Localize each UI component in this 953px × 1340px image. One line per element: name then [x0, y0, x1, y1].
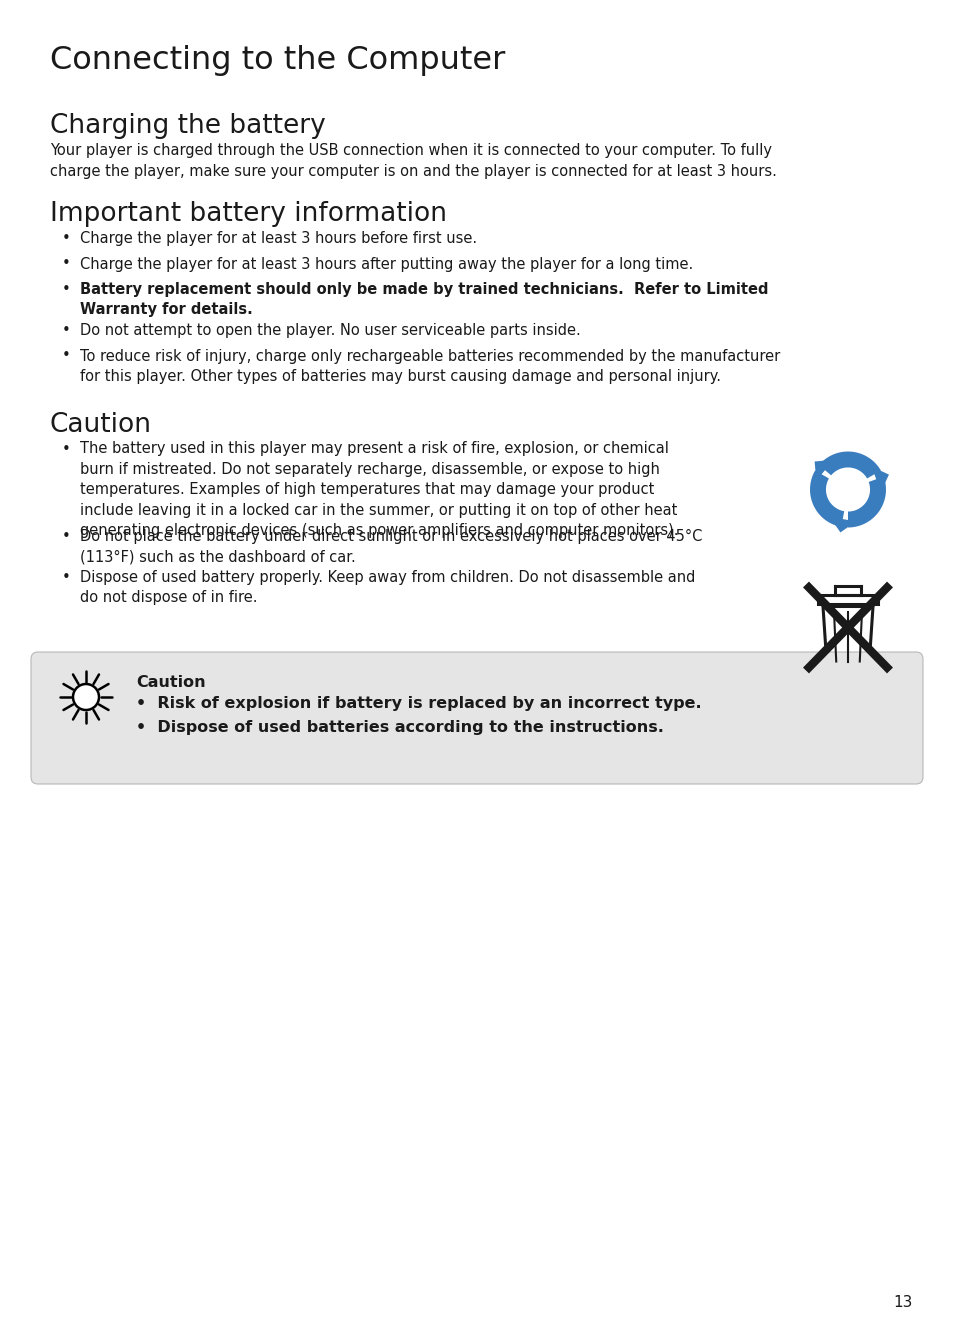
Text: •: •	[62, 323, 71, 338]
Text: Charge the player for at least 3 hours after putting away the player for a long : Charge the player for at least 3 hours a…	[80, 256, 693, 272]
Text: Your player is charged through the USB connection when it is connected to your c: Your player is charged through the USB c…	[50, 143, 776, 180]
Polygon shape	[847, 477, 885, 528]
Polygon shape	[814, 460, 833, 481]
Text: Do not place the battery under direct sunlight or in excessively hot places over: Do not place the battery under direct su…	[80, 529, 701, 564]
Polygon shape	[871, 466, 888, 492]
Text: •: •	[62, 348, 71, 363]
Text: •  Risk of explosion if battery is replaced by an incorrect type.: • Risk of explosion if battery is replac…	[136, 695, 700, 712]
Text: •  Dispose of used batteries according to the instructions.: • Dispose of used batteries according to…	[136, 720, 663, 736]
Text: Charging the battery: Charging the battery	[50, 113, 325, 139]
Polygon shape	[828, 517, 855, 532]
Text: •: •	[62, 281, 71, 297]
Polygon shape	[818, 452, 880, 478]
Text: •: •	[62, 441, 71, 457]
Text: The battery used in this player may present a risk of fire, explosion, or chemic: The battery used in this player may pres…	[80, 441, 678, 539]
Text: Dispose of used battery properly. Keep away from children. Do not disassemble an: Dispose of used battery properly. Keep a…	[80, 570, 695, 606]
Text: •: •	[62, 529, 71, 544]
FancyBboxPatch shape	[30, 653, 923, 784]
Text: 13: 13	[893, 1294, 912, 1311]
Text: •: •	[62, 570, 71, 586]
Text: To reduce risk of injury, charge only rechargeable batteries recommended by the : To reduce risk of injury, charge only re…	[80, 348, 780, 383]
Text: •: •	[62, 256, 71, 272]
Text: •: •	[62, 230, 71, 247]
Text: Do not attempt to open the player. No user serviceable parts inside.: Do not attempt to open the player. No us…	[80, 323, 580, 338]
Text: Caution: Caution	[136, 675, 206, 690]
Polygon shape	[809, 470, 843, 527]
Text: Caution: Caution	[50, 411, 152, 437]
Text: Connecting to the Computer: Connecting to the Computer	[50, 46, 505, 76]
Text: Battery replacement should only be made by trained technicians.  Refer to Limite: Battery replacement should only be made …	[80, 281, 768, 318]
Circle shape	[73, 683, 99, 710]
Text: Charge the player for at least 3 hours before first use.: Charge the player for at least 3 hours b…	[80, 230, 476, 247]
Text: Important battery information: Important battery information	[50, 201, 447, 226]
